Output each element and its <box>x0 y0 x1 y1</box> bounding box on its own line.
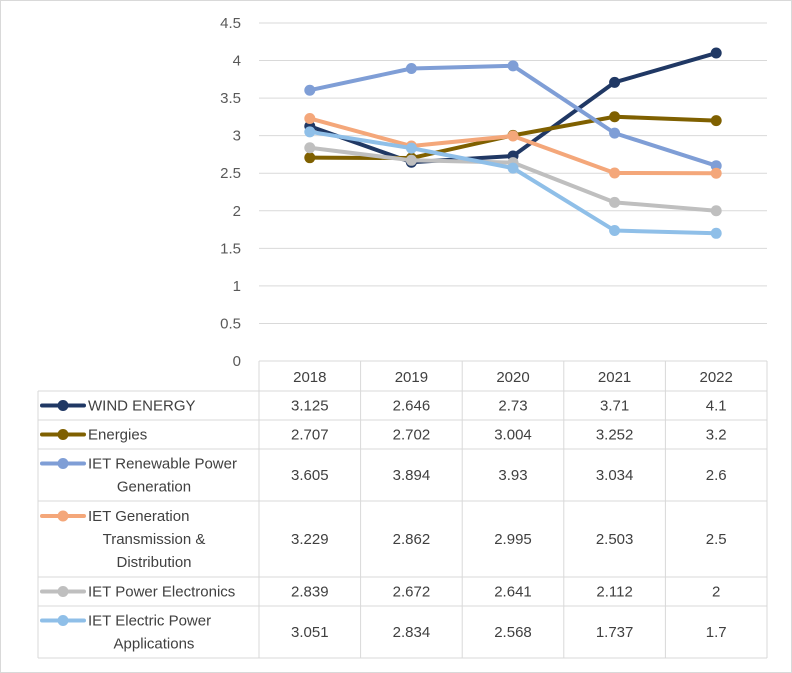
table-value: 3.252 <box>596 427 634 444</box>
series-name: IET Electric Power Applications <box>88 613 211 653</box>
table-value: 2.112 <box>596 584 632 601</box>
table-value: 3.051 <box>291 624 329 641</box>
table-value: 2.672 <box>393 584 431 601</box>
legend-key-marker <box>57 586 69 597</box>
table-value: 2.834 <box>393 624 431 641</box>
y-tick-label: 2 <box>233 203 241 220</box>
y-tick-label: 0.5 <box>220 315 241 332</box>
table-value: 2.862 <box>393 531 431 548</box>
category-label: 2022 <box>700 369 733 386</box>
table-value: 2.702 <box>393 427 431 444</box>
legend-key-marker <box>57 615 69 626</box>
data-point <box>304 126 316 138</box>
y-tick-label: 3.5 <box>220 90 241 107</box>
table-value: 2.73 <box>498 398 527 415</box>
table-value: 2.839 <box>291 584 329 601</box>
category-label: 2021 <box>598 369 631 386</box>
legend-key-marker <box>57 429 69 440</box>
table-value: 2.568 <box>494 624 532 641</box>
data-point <box>710 47 722 59</box>
table-value: 4.1 <box>706 398 727 415</box>
table-value: 2.6 <box>706 467 727 484</box>
y-tick-label: 4.5 <box>220 15 241 32</box>
table-value: 2 <box>712 584 720 601</box>
data-point <box>710 115 722 127</box>
table-value: 3.229 <box>291 531 329 548</box>
data-point <box>304 112 316 124</box>
series-name: Energies <box>88 427 147 444</box>
table-value: 3.2 <box>706 427 727 444</box>
table-value: 3.894 <box>393 467 431 484</box>
data-point <box>609 196 621 208</box>
table-value: 3.71 <box>600 398 629 415</box>
table-value: 2.5 <box>706 531 727 548</box>
series-name: IET Power Electronics <box>88 584 235 601</box>
category-label: 2020 <box>496 369 529 386</box>
y-tick-label: 2.5 <box>220 165 241 182</box>
series-lines <box>304 47 722 239</box>
table-value: 3.605 <box>291 467 329 484</box>
data-point <box>609 225 621 237</box>
table-value: 2.503 <box>596 531 634 548</box>
data-point <box>710 167 722 179</box>
category-label: 2018 <box>293 369 326 386</box>
series-name: WIND ENERGY <box>88 398 196 415</box>
data-point <box>304 142 316 154</box>
table-value: 2.646 <box>393 398 431 415</box>
data-point <box>609 76 621 88</box>
data-point <box>507 60 519 72</box>
table-value: 1.7 <box>706 624 727 641</box>
table-value: 1.737 <box>596 624 634 641</box>
table-value: 2.995 <box>494 531 532 548</box>
data-point <box>609 127 621 139</box>
data-point <box>507 130 519 142</box>
data-point <box>507 162 519 174</box>
y-tick-label: 1.5 <box>220 240 241 257</box>
data-point <box>405 142 417 154</box>
legend-key-marker <box>57 458 69 469</box>
series-line <box>304 126 722 239</box>
legend-key-marker <box>57 510 69 522</box>
data-point <box>304 152 316 164</box>
y-tick-label: 1 <box>233 278 241 295</box>
y-axis-tick-labels: 0 0.5 1 1.5 2 2.5 3 3.5 4 4.5 <box>220 15 241 370</box>
data-point <box>710 205 722 217</box>
category-label: 2019 <box>395 369 428 386</box>
data-point <box>405 154 417 166</box>
y-tick-label: 3 <box>233 128 241 145</box>
table-value: 2.641 <box>494 584 532 601</box>
data-point <box>304 84 316 96</box>
data-point <box>609 167 621 179</box>
table-value: 3.004 <box>494 427 532 444</box>
table-value: 3.93 <box>498 467 527 484</box>
y-tick-label: 4 <box>233 53 241 70</box>
data-point <box>405 63 417 75</box>
legend-key-marker <box>57 400 69 411</box>
y-tick-label: 0 <box>233 353 241 370</box>
table-value: 3.034 <box>596 467 634 484</box>
table-value: 3.125 <box>291 398 329 415</box>
series-line <box>304 60 722 172</box>
series-name: IET Renewable Power Generation <box>88 456 237 496</box>
data-point <box>609 111 621 123</box>
table-value: 2.707 <box>291 427 329 444</box>
series-name: IET Generation Transmission & Distribution <box>88 508 205 571</box>
data-point <box>710 227 722 239</box>
